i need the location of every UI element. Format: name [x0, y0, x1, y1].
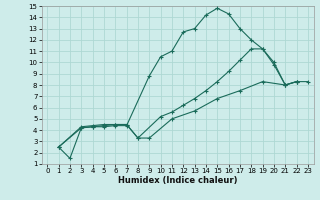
X-axis label: Humidex (Indice chaleur): Humidex (Indice chaleur)	[118, 176, 237, 185]
